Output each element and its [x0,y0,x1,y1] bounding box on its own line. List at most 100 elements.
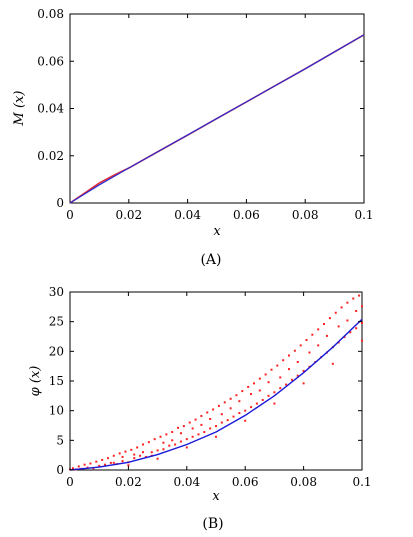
panel-b-scatter-point [355,309,358,312]
panel-a-y-ticks: 0 0.02 0.04 0.06 0.08 [37,7,364,210]
panel-b-scatter-point [361,321,363,324]
panel-b-fit-line [69,318,363,471]
panel-b-scatter-point [229,407,232,410]
panel-b-scatter-point [255,402,258,405]
panel-b-scatter-point [101,458,104,461]
panel-a-caption: (A) [200,252,221,268]
panel-b-caption: (B) [202,516,223,532]
panel-b-x-tick-label: 0.02 [115,475,142,489]
panel-b-scatter-point [159,435,162,438]
panel-b-scatter-point [162,448,165,451]
panel-b-y-tick-label: 20 [49,344,64,358]
panel-b-scatter-point [215,425,217,428]
panel-b-scatter-point [331,362,334,365]
panel-b-scatter-point [264,373,267,376]
panel-b-scatter-point [206,411,209,414]
panel-b-scatter-point [238,412,241,415]
panel-b-scatter-point [293,349,296,352]
panel-b-scatter-point [191,435,194,438]
panel-a-x-tick-label: 0.02 [115,208,142,222]
panel-b-scatter-point [156,457,159,460]
panel-b-scatter-point [238,400,241,403]
panel-b-scatter-point [212,408,215,411]
panel-b-scatter-point [98,464,101,467]
panel-b-scatter-point [267,381,270,384]
panel-b-scatter-point [121,460,124,463]
panel-b-scatter-point [215,435,217,438]
panel-b-scatter-point [174,443,177,446]
panel-b-scatter-point [185,438,188,441]
panel-b-scatter-point [112,454,115,457]
panel-b-scatter-point [223,401,226,404]
panel-b-scatter-point [130,448,133,451]
panel-b-scatter-point [288,368,290,371]
panel-b-scatter-point [89,462,92,465]
panel-b-scatter-point [124,450,127,453]
panel-b-scatter-point [337,325,340,328]
panel-b-scatter-point [290,378,293,381]
panel-b: 0 0.02 0.04 0.06 0.08 0.1 0 5 10 15 20 25 30 x φ (x… [28,285,372,532]
panel-b-scatter-point [250,393,253,396]
panel-b-scatter-point [220,413,223,416]
panel-b-scatter-point [358,294,361,297]
panel-b-x-tick-label: 0 [66,475,74,489]
panel-a-y-tick-label: 0.08 [37,7,64,21]
panel-b-scatter-point [71,467,74,470]
panel-a-x-label: x [213,224,221,239]
panel-b-scatter-point [305,339,308,342]
panel-b-scatter-point [282,359,285,362]
panel-b-scatter-point [361,339,363,342]
panel-b-scatter-point [226,419,229,422]
panel-b-scatter-point [150,451,153,454]
panel-a-x-ticks: 0 0.02 0.04 0.06 0.08 0.1 [66,14,374,222]
panel-b-scatter-point [133,457,136,460]
panel-b-y-tick-label: 0 [56,463,64,477]
panel-b-scatter-point [147,441,150,444]
panel-b-scatter-point [244,419,247,422]
panel-b-scatter-point [346,301,349,304]
panel-a-series-line-2 [69,34,365,204]
panel-b-scatter-point [203,431,206,434]
panel-b-scatter-point [171,439,174,442]
panel-b-scatter-point [162,441,165,444]
panel-b-x-tick-label: 0.06 [232,475,259,489]
panel-b-scatter-point [194,418,197,421]
panel-b-x-ticks: 0 0.02 0.04 0.06 0.08 0.1 [66,292,372,489]
panel-b-scatter-point [185,446,188,449]
panel-a-series [69,34,365,204]
panel-b-scatter-point [302,369,305,372]
panel-b-scatter-point [334,311,337,314]
panel-b-scatter-point [229,397,232,400]
panel-b-scatter-point [139,454,142,457]
panel-a-axes-frame [69,13,365,204]
panel-b-scatter-point [241,390,244,393]
panel-b-scatter-point [285,383,288,386]
panel-a-y-label: M (x) [12,91,27,127]
panel-a-x-tick-label: 0 [66,208,74,222]
panel-b-scatter-point [244,409,247,412]
panel-b-scatter-point [165,433,168,436]
panel-b-scatter-point [308,351,311,354]
panel-b-scatter-point [270,368,273,371]
panel-b-scatter-point [317,328,320,331]
panel-b-scatter-point [156,449,159,452]
panel-b-scatter-point [267,394,270,397]
panel-b-scatter-point [328,317,331,320]
panel-b-scatter-point [197,433,200,436]
panel-a-x-tick-label: 0.1 [354,208,373,222]
panel-b-scatter-point [252,382,255,385]
panel-b-scatter-point [352,297,355,300]
panel-b-scatter-point [247,385,250,388]
panel-b-scatter-point [182,425,185,428]
panel-b-scatter-point [340,306,343,309]
panel-b-scatter-point [77,465,80,468]
panel-b-scatter-point [279,387,282,390]
panel-b-scatter-point [317,344,320,347]
panel-b-scatter-point [153,438,156,441]
panel-b-scatter-point [104,463,107,466]
panel-a: 0 0.02 0.04 0.06 0.08 0.1 0 0.02 0.04 0.06 0.08 x… [12,7,374,268]
panel-b-scatter-point [136,446,139,449]
panel-b-x-label: x [212,489,220,504]
panel-b-scatter-point [200,423,203,426]
